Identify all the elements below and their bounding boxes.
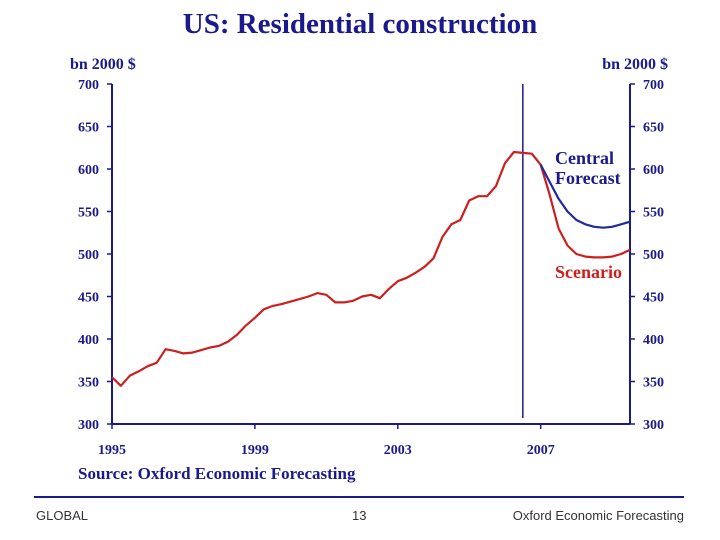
- y-tick-label-left: 500: [78, 248, 99, 263]
- y-tick-label-left: 400: [78, 333, 99, 348]
- y-tick-label-right: 600: [643, 163, 664, 178]
- y-tick-label-right: 550: [643, 206, 664, 221]
- y-tick-label-left: 650: [78, 121, 99, 136]
- x-tick-label: 1999: [241, 443, 269, 458]
- x-tick-label: 2007: [527, 443, 555, 458]
- annotation-line: Scenario: [555, 262, 622, 282]
- footer-divider: [34, 496, 684, 498]
- y-tick-label-right: 700: [643, 78, 664, 93]
- central-forecast-label: Central Forecast: [555, 148, 621, 188]
- footer-right-text: Oxford Economic Forecasting: [512, 508, 684, 523]
- right-axis-label: bn 2000 $: [602, 56, 668, 73]
- y-tick-label-left: 700: [78, 78, 99, 93]
- y-tick-label-left: 600: [78, 163, 99, 178]
- y-tick-label-left: 550: [78, 206, 99, 221]
- source-note: Source: Oxford Economic Forecasting: [78, 464, 356, 483]
- left-axis-label: bn 2000 $: [70, 56, 136, 73]
- y-tick-label-left: 350: [78, 376, 99, 391]
- y-tick-label-left: 300: [78, 418, 99, 433]
- y-tick-label-right: 650: [643, 121, 664, 136]
- annotation-line: Central: [555, 148, 614, 168]
- y-tick-label-right: 450: [643, 291, 664, 306]
- footer-page-number: 13: [352, 508, 367, 523]
- y-tick-label-right: 350: [643, 376, 664, 391]
- y-tick-label-right: 500: [643, 248, 664, 263]
- central-forecast-line: [539, 164, 631, 229]
- chart-title: US: Residential construction: [182, 8, 538, 40]
- scenario-label: Scenario: [555, 262, 622, 282]
- y-tick-label-right: 300: [643, 418, 664, 433]
- footer-left-text: GLOBAL: [36, 508, 89, 523]
- y-tick-label-left: 450: [78, 291, 99, 306]
- scenario-line: [111, 150, 631, 387]
- x-tick-label: 1995: [98, 443, 126, 458]
- x-tick-label: 2003: [384, 443, 412, 458]
- y-tick-label-right: 400: [643, 333, 664, 348]
- annotation-line: Forecast: [555, 168, 621, 188]
